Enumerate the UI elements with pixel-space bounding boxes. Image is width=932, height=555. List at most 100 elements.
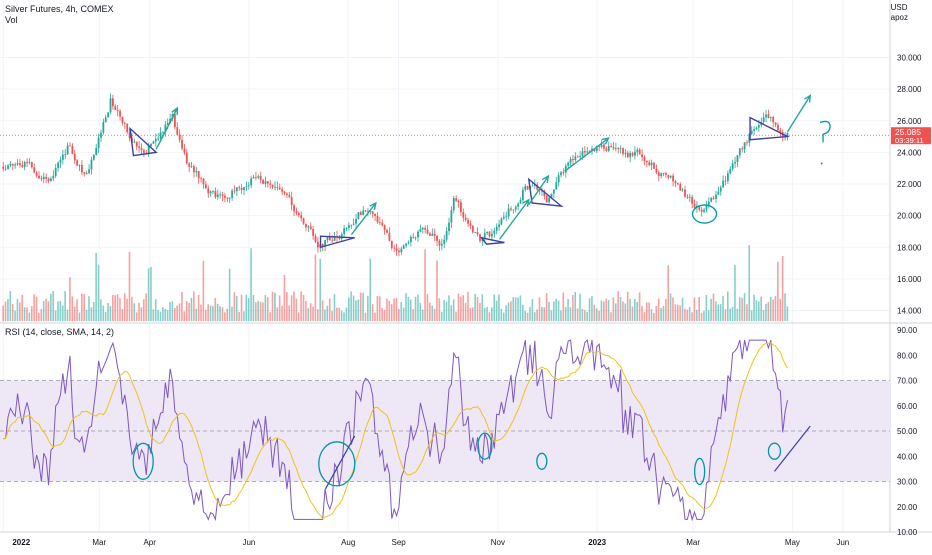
volume-bar [328, 298, 331, 321]
volume-bar [431, 305, 434, 321]
volume-bar [123, 293, 126, 321]
volume-bar [326, 305, 329, 321]
volume-bar [412, 309, 414, 321]
breakout-arrow-line [498, 199, 530, 240]
candle-body [274, 186, 276, 188]
volume-bar [417, 294, 419, 321]
question-mark-dot [820, 162, 823, 165]
candle-body [746, 142, 748, 144]
rsi-tick-label: 10.00 [897, 528, 918, 537]
candle-body [214, 191, 217, 198]
breakout-arrow-line [528, 175, 549, 205]
volume-bar [493, 294, 495, 321]
candle-body [28, 162, 31, 164]
volume-bar [131, 296, 133, 321]
candle-body [338, 237, 341, 239]
candle-body [698, 205, 701, 210]
candle-body [562, 172, 565, 174]
candle-body [600, 144, 603, 147]
volume-bar [266, 297, 269, 321]
candle-body [19, 163, 21, 166]
volume-bar [719, 304, 722, 321]
volume-bar [228, 268, 231, 321]
volume-bar [42, 301, 45, 321]
candle-body [73, 153, 76, 161]
candle-body [386, 230, 388, 233]
candle-body [26, 161, 28, 163]
candle-body [660, 173, 663, 177]
volume-bar [112, 295, 114, 321]
volume-bar [452, 299, 455, 321]
candle-body [307, 226, 310, 228]
volume-bar [9, 291, 12, 321]
volume-bar [321, 300, 324, 321]
candle-body [331, 240, 334, 242]
candle-body [326, 236, 329, 240]
time-tick-label: Jun [836, 538, 849, 547]
volume-bar [340, 310, 343, 321]
candle-body [710, 197, 713, 202]
volume-bar [235, 296, 238, 321]
candle-body [583, 151, 586, 153]
breakout-arrow-head [803, 94, 812, 103]
candle-body [493, 230, 496, 234]
volume-bar [746, 304, 748, 321]
candle-body [483, 233, 486, 238]
volume-bar [138, 302, 140, 321]
candle-body [405, 243, 408, 246]
candle-body [402, 245, 405, 249]
volume-bar [388, 300, 391, 321]
volume-bar [209, 305, 212, 321]
volume-bar [33, 294, 35, 321]
candle-body [235, 187, 238, 192]
candle-body [157, 138, 160, 140]
candle-body [674, 181, 677, 184]
volume-bar [357, 299, 360, 321]
breakout-arrow-line [155, 107, 178, 150]
candle-body [586, 151, 589, 153]
candle-body [457, 200, 460, 203]
price-tick-label: 28.000 [897, 85, 922, 94]
candle-body [676, 183, 679, 185]
candle-body [722, 180, 725, 188]
volume-bar [200, 304, 202, 321]
volume-bar [133, 303, 136, 321]
volume-bar [126, 298, 128, 321]
volume-bar [400, 302, 403, 321]
candle-body [569, 158, 572, 163]
candle-body [107, 112, 110, 118]
volume-bar [541, 307, 543, 321]
volume-bar [734, 264, 736, 321]
candle-body [567, 162, 570, 166]
volume-bar [545, 293, 548, 321]
candle-body [293, 205, 295, 212]
candle-body [309, 226, 312, 229]
volume-bar [481, 294, 484, 321]
candle-body [138, 146, 141, 148]
candle-body [591, 148, 593, 151]
volume-bar [641, 306, 643, 321]
volume-bar [448, 295, 450, 321]
volume-bar [705, 295, 708, 321]
candle-body [281, 189, 284, 192]
candle-body [486, 231, 489, 234]
candle-body [52, 175, 55, 179]
volume-bar [757, 301, 760, 321]
volume-bar [614, 303, 617, 321]
volume-bar [214, 297, 217, 321]
candle-body [231, 190, 233, 198]
candle-body [71, 145, 74, 154]
candle-body [421, 227, 424, 230]
volume-bar [252, 294, 255, 321]
candle-body [786, 133, 789, 137]
volume-bar [73, 306, 76, 321]
volume-bar [591, 296, 593, 321]
candle-body [88, 169, 90, 174]
candle-body [312, 228, 315, 236]
candle-body [438, 240, 441, 246]
triangle-pattern-drawing [479, 236, 505, 245]
volume-bar [731, 306, 734, 321]
volume-bar [469, 307, 472, 321]
